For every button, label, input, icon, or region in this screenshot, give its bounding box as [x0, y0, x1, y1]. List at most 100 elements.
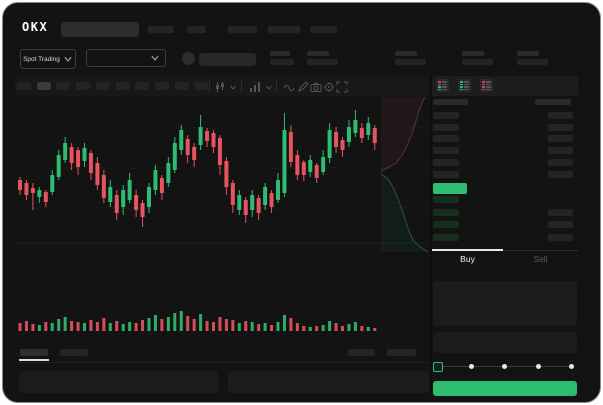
ask-price-placeholder[interactable] — [433, 170, 459, 178]
ask-price-placeholder[interactable] — [433, 158, 459, 166]
order-book[interactable] — [432, 97, 578, 247]
bottom-panel-placeholder[interactable] — [228, 371, 429, 393]
slider-stop-dot[interactable] — [569, 363, 574, 369]
timeframe-button[interactable] — [135, 82, 150, 90]
ask-size-placeholder[interactable] — [548, 135, 573, 143]
line-tool-icon[interactable] — [283, 81, 295, 93]
slider-stop-dot[interactable] — [468, 363, 474, 369]
nav-item-placeholder[interactable] — [228, 26, 257, 33]
book-asks-icon[interactable] — [480, 79, 493, 92]
candle-body — [30, 188, 35, 193]
chevron-down-icon — [151, 55, 159, 61]
amount-input-placeholder[interactable] — [433, 332, 577, 353]
ask-size-placeholder[interactable] — [548, 147, 573, 155]
timeframe-button[interactable] — [17, 82, 31, 90]
ask-price-placeholder[interactable] — [433, 123, 459, 131]
toolbar-divider — [241, 80, 242, 92]
stat-value-placeholder — [462, 59, 493, 65]
chart-style-icon[interactable] — [214, 81, 226, 93]
bid-size-placeholder[interactable] — [548, 234, 573, 242]
bid-size-placeholder[interactable] — [548, 221, 573, 229]
ask-price-placeholder[interactable] — [433, 147, 459, 155]
timeframe-button[interactable] — [95, 82, 110, 90]
volume-bar — [102, 318, 106, 331]
bid-price-placeholder[interactable] — [433, 208, 459, 216]
bottom-action-placeholder[interactable] — [387, 349, 416, 356]
timeframe-button[interactable] — [194, 82, 209, 90]
volume-bar — [276, 322, 280, 331]
bid-size-placeholder[interactable] — [548, 208, 573, 216]
ask-price-placeholder[interactable] — [433, 112, 459, 119]
ask-size-placeholder[interactable] — [548, 158, 573, 166]
price-input-placeholder[interactable] — [433, 281, 577, 326]
pair-selector-dropdown[interactable] — [86, 49, 166, 67]
volume-bar — [315, 326, 319, 331]
fullscreen-icon[interactable] — [336, 81, 348, 93]
volume-bar — [166, 317, 170, 331]
market-type-dropdown[interactable]: Spot Trading — [20, 49, 76, 69]
bid-price-placeholder[interactable] — [433, 234, 459, 242]
book-column-header[interactable] — [535, 99, 571, 105]
depth-bids-line — [380, 173, 429, 253]
bottom-tab-placeholder[interactable] — [60, 349, 88, 356]
ask-size-placeholder[interactable] — [548, 112, 573, 119]
slider-stop-dot[interactable] — [502, 363, 507, 369]
volume-bar — [179, 311, 183, 331]
nav-item-placeholder[interactable] — [148, 26, 174, 33]
timeframe-button-active[interactable] — [36, 82, 51, 90]
bottom-tab-active-placeholder[interactable] — [20, 349, 48, 356]
candlestick-chart[interactable] — [15, 95, 429, 348]
bid-price-placeholder[interactable] — [433, 221, 459, 229]
candle-body — [301, 162, 306, 175]
nav-item-placeholder[interactable] — [310, 26, 337, 33]
nav-item-placeholder[interactable] — [268, 26, 300, 33]
book-combined-icon[interactable] — [436, 79, 449, 92]
stat-value-placeholder — [270, 59, 294, 65]
market-type-label: Spot Trading — [23, 55, 60, 63]
indicators-icon[interactable] — [249, 81, 261, 93]
volume-bar — [134, 323, 138, 331]
slider-stop-dot[interactable] — [535, 363, 541, 369]
settings-gear-icon[interactable] — [323, 81, 335, 93]
timeframe-button[interactable] — [174, 82, 189, 90]
draw-pencil-icon[interactable] — [297, 81, 309, 93]
timeframe-button[interactable] — [154, 82, 169, 90]
bid-price-placeholder[interactable] — [433, 196, 459, 203]
tab-sell[interactable]: Sell — [533, 254, 548, 264]
candle-body — [256, 198, 261, 213]
bottom-action-placeholder[interactable] — [348, 349, 375, 356]
nav-item-placeholder[interactable] — [187, 26, 206, 33]
chevron-down-icon[interactable] — [265, 84, 277, 96]
bottom-tab-underline — [19, 359, 49, 361]
buy-submit-button[interactable] — [433, 381, 577, 396]
book-column-header[interactable] — [433, 99, 468, 105]
tab-buy[interactable]: Buy — [460, 254, 475, 264]
timeframe-button[interactable] — [115, 82, 130, 90]
timeframe-button[interactable] — [56, 82, 71, 90]
camera-snapshot-icon[interactable] — [310, 81, 322, 93]
slider-handle[interactable] — [433, 361, 443, 372]
candle-body — [282, 130, 287, 193]
bottom-panel-placeholder[interactable] — [19, 371, 218, 393]
search-input[interactable] — [61, 22, 139, 37]
volume-bar — [160, 319, 164, 331]
ask-size-placeholder[interactable] — [548, 123, 573, 131]
ask-price-placeholder[interactable] — [433, 135, 459, 143]
candle-body — [372, 128, 377, 143]
candle-body — [308, 160, 313, 172]
ask-size-placeholder[interactable] — [548, 170, 573, 178]
pair-name-placeholder[interactable] — [199, 53, 256, 66]
chevron-down-icon[interactable] — [229, 84, 241, 96]
volume-bar — [302, 326, 306, 331]
volume-bar — [173, 313, 177, 331]
volume-bar — [108, 323, 112, 331]
chevron-down-icon — [64, 56, 72, 62]
candle-body — [366, 123, 371, 135]
amount-slider[interactable] — [433, 359, 577, 373]
depth-bids-area — [381, 174, 428, 252]
timeframe-button[interactable] — [76, 82, 91, 90]
book-bids-icon[interactable] — [458, 79, 471, 92]
last-price-highlight[interactable] — [433, 183, 467, 194]
volume-bar — [147, 318, 151, 331]
volume-bar — [141, 320, 145, 331]
